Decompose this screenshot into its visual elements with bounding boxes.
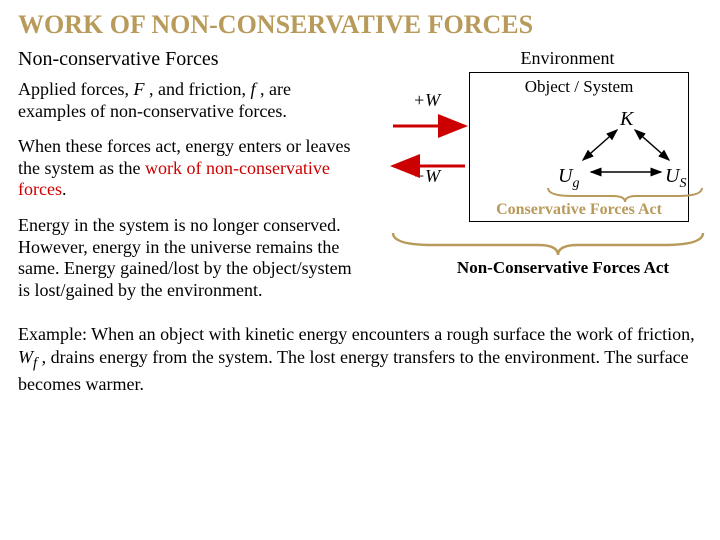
p1-F: F	[133, 79, 144, 99]
left-column: Non-conservative Forces Applied forces, …	[18, 48, 363, 315]
system-box: Object / System K Ug US Conservative For…	[469, 72, 689, 222]
right-column: Environment Object / System K Ug US Cons…	[373, 48, 702, 315]
p1-a: Applied forces,	[18, 79, 133, 99]
paragraph-1: Applied forces, F , and friction, f , ar…	[18, 79, 363, 122]
p1-b: , and friction,	[144, 79, 250, 99]
ug-label: Ug	[558, 165, 579, 192]
paragraph-2: When these forces act, energy enters or …	[18, 136, 363, 201]
content-row: Non-conservative Forces Applied forces, …	[18, 48, 702, 315]
k-label: K	[620, 108, 633, 131]
subheading: Non-conservative Forces	[18, 48, 363, 71]
paragraph-3: Energy in the system is no longer conser…	[18, 215, 363, 301]
example-paragraph: Example: When an object with kinetic ene…	[18, 323, 702, 395]
minus-w-label: −W	[413, 166, 440, 187]
nonconservative-brace-icon	[393, 233, 703, 255]
environment-label: Environment	[433, 48, 702, 69]
us-label: US	[665, 165, 686, 192]
ex-a: Example: When an object with kinetic ene…	[18, 324, 695, 344]
page-title: WORK OF NON-CONSERVATIVE FORCES	[18, 10, 702, 40]
plus-w-label: +W	[413, 90, 440, 111]
conservative-label: Conservative Forces Act	[470, 201, 688, 219]
ex-W: W	[18, 347, 33, 367]
p2-b: .	[62, 179, 67, 199]
object-system-label: Object / System	[470, 77, 688, 97]
nonconservative-label: Non-Conservative Forces Act	[413, 258, 713, 278]
ex-b: , drains energy from the system. The los…	[18, 347, 689, 394]
